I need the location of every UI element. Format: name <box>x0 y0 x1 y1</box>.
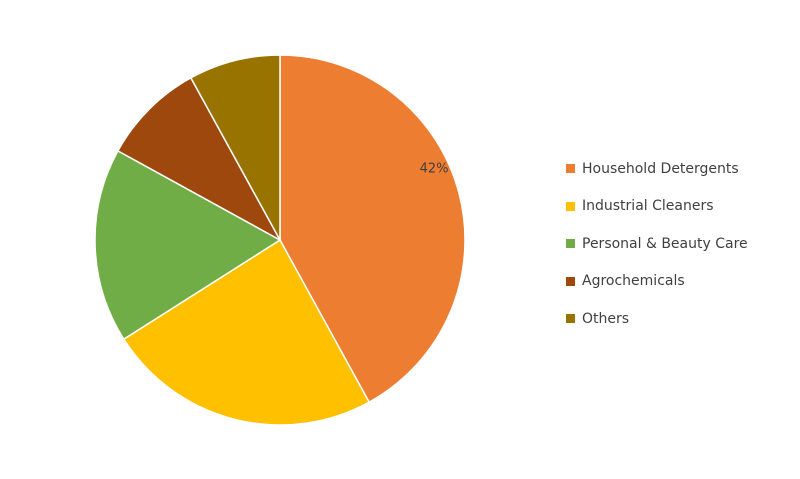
legend: Household Detergents Industrial Cleaners P… <box>566 150 748 338</box>
legend-swatch <box>566 201 575 211</box>
legend-swatch <box>566 314 575 324</box>
legend-item: Household Detergents <box>566 150 748 188</box>
legend-swatch <box>566 164 575 174</box>
pie-slice-industrial-cleaners <box>122 238 371 426</box>
pie-slice-agrochemicals <box>116 76 282 242</box>
legend-swatch <box>566 276 575 286</box>
legend-item: Agrochemicals <box>566 263 748 301</box>
legend-label: Others <box>582 310 630 327</box>
data-label: 42% <box>420 161 449 176</box>
legend-item: Personal & Beauty Care <box>566 225 748 263</box>
legend-label: Household Detergents <box>582 160 739 177</box>
pie-slice-others <box>189 54 281 241</box>
legend-item: Others <box>566 300 748 338</box>
legend-label: Industrial Cleaners <box>582 198 714 215</box>
legend-label: Personal & Beauty Care <box>582 235 748 252</box>
pie-slice-household-detergents <box>279 54 466 404</box>
legend-swatch <box>566 239 575 249</box>
legend-item: Industrial Cleaners <box>566 188 748 226</box>
legend-label: Agrochemicals <box>582 273 685 290</box>
pie-slice-personal-beauty-care <box>94 149 282 341</box>
